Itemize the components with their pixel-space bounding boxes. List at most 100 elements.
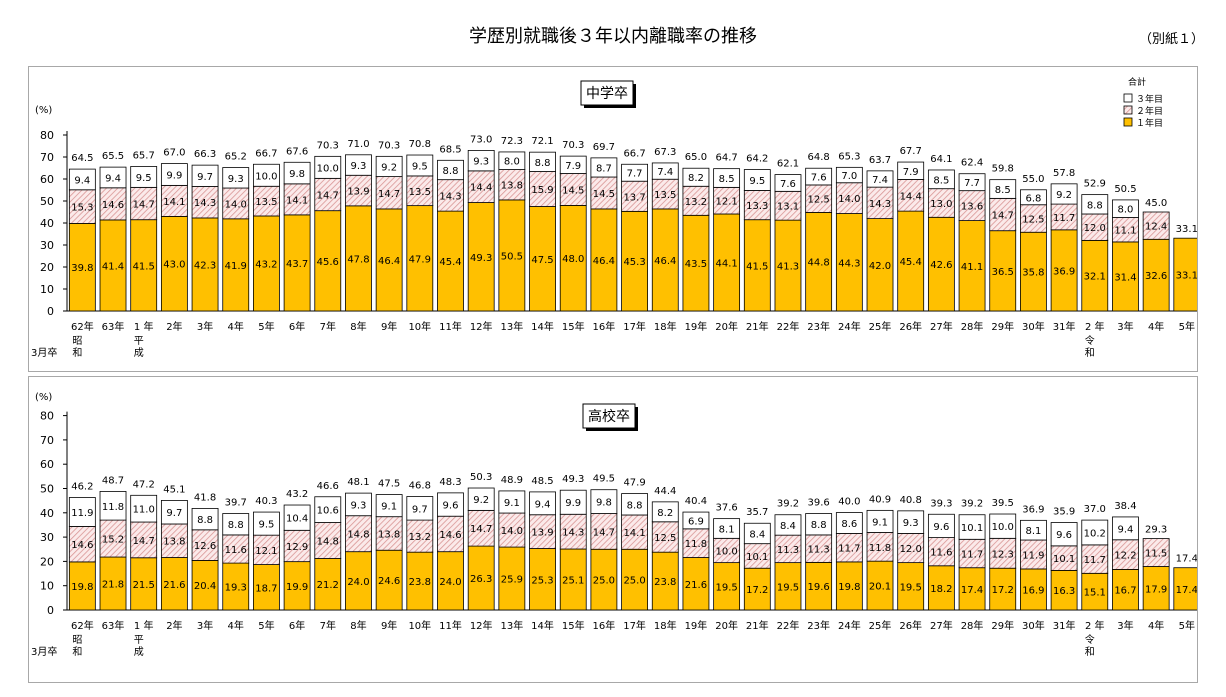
x-tick-label: 31年 (1053, 619, 1076, 632)
data-label-year2: 13.3 (746, 201, 768, 212)
data-label-year2: 14.6 (71, 540, 93, 551)
bar-segment-year3 (835, 512, 863, 534)
bar-segment-year3 (989, 513, 1017, 539)
data-label-year1: 45.4 (900, 257, 922, 268)
bar-segment-year2 (989, 537, 1017, 569)
x-tick-label: 6年 (289, 320, 305, 333)
bar-segment-year3 (68, 168, 96, 191)
x-tick-label: 62年 (71, 320, 94, 333)
bar-segment-year1 (651, 551, 679, 611)
y-tick-label: 60 (40, 458, 54, 471)
data-label-total: 47.5 (378, 479, 400, 490)
data-label-year1: 24.0 (439, 577, 461, 588)
data-label-year3: 9.3 (473, 157, 489, 168)
data-label-total: 35.9 (1053, 507, 1075, 518)
data-label-total: 65.3 (838, 151, 860, 162)
data-label-year3: 8.8 (811, 520, 827, 531)
data-label-year1: 41.9 (225, 261, 247, 272)
x-tick-label: 19年 (685, 619, 708, 632)
y-tick-label: 70 (40, 434, 54, 447)
x-tick-label: 9年 (381, 320, 397, 333)
data-label-year3: 9.9 (565, 498, 581, 509)
x-tick-label: 63年 (102, 320, 125, 333)
data-label-year3: 9.8 (289, 169, 305, 180)
x-tick-label: 24年 (838, 320, 861, 333)
data-label-year2: 12.0 (1084, 223, 1106, 234)
data-label-total: 67.7 (900, 146, 922, 157)
era-label-char: 平 (134, 635, 144, 646)
legend-title: 合計 (1128, 76, 1146, 88)
data-label-year2: 11.7 (838, 544, 860, 555)
bar-segment-year2 (222, 187, 250, 220)
bar-segment-year2 (498, 512, 526, 548)
data-label-year2: 11.6 (225, 545, 247, 556)
data-label-year2: 12.5 (654, 533, 676, 544)
era-label-char: 和 (72, 646, 82, 658)
data-label-year3: 9.4 (535, 499, 551, 510)
bar-segment-year2 (805, 534, 833, 563)
x-tick-label: 63年 (102, 619, 125, 632)
bar-segment-year3 (590, 157, 618, 178)
bar-segment-year1 (927, 216, 955, 312)
data-label-year2: 13.2 (685, 197, 707, 208)
data-label-year2: 12.6 (194, 541, 216, 552)
data-label-year1: 21.5 (133, 580, 155, 591)
bar-segment-year3 (559, 155, 587, 174)
data-label-year2: 12.5 (808, 195, 830, 206)
data-label-year1: 50.5 (501, 251, 523, 262)
bar-segment-year2 (1050, 203, 1078, 231)
data-label-year1: 48.0 (562, 254, 584, 265)
bar-segment-year3 (529, 491, 556, 516)
data-label-total: 37.6 (715, 503, 737, 514)
bar-segment-year3 (1112, 199, 1139, 218)
bar-segment-year3 (160, 163, 188, 186)
bar-segment-year1 (927, 565, 955, 611)
bar-segment-year2 (866, 186, 894, 219)
data-label-year1: 41.1 (961, 262, 983, 273)
bar-segment-year3 (989, 179, 1017, 199)
x-tick-label: 10年 (408, 320, 431, 333)
data-label-year1: 31.4 (1114, 272, 1136, 283)
data-label-year2: 11.7 (961, 550, 983, 561)
data-label-year1: 23.8 (654, 577, 676, 588)
bar-segment-year3 (283, 504, 311, 531)
data-label-year2: 14.7 (992, 211, 1014, 222)
data-label-total: 67.0 (163, 148, 185, 159)
bar-segment-year2 (927, 188, 955, 218)
chart-title: 中学卒 (586, 86, 628, 102)
bar-segment-year3 (1081, 194, 1109, 215)
bar-segment-year3 (191, 164, 219, 187)
bar-segment-year1 (68, 223, 96, 312)
y-tick-label: 30 (40, 239, 54, 252)
era-label-char: 令 (1085, 334, 1095, 347)
bar-segment-year2 (743, 190, 771, 221)
data-label-year2: 14.3 (869, 199, 891, 210)
bar-segment-year1 (958, 220, 986, 312)
x-tick-label: 30年 (1022, 320, 1045, 333)
data-label-total: 66.7 (623, 148, 645, 159)
x-tick-label: 29年 (991, 619, 1014, 632)
bar-segment-year1 (1020, 568, 1047, 611)
chart-title-box (582, 403, 636, 429)
bar-segment-year2 (130, 521, 158, 559)
data-label-total: 39.2 (777, 499, 799, 510)
data-label-year3: 8.1 (1025, 526, 1041, 537)
data-label-year3: 7.4 (657, 167, 673, 178)
y-tick-label: 50 (40, 483, 54, 496)
data-label-total: 48.5 (531, 476, 553, 487)
data-label-total: 50.5 (1114, 184, 1136, 195)
data-label-year3: 8.4 (749, 529, 765, 540)
chart-title-box (580, 80, 634, 106)
bar-segment-year2 (345, 515, 372, 553)
bar-segment-year2 (651, 521, 679, 553)
y-tick-label: 40 (40, 217, 54, 230)
data-label-total: 39.7 (225, 498, 247, 509)
bar-segment-year1 (835, 213, 863, 312)
bar-segment-year3 (253, 511, 280, 536)
bar-segment-year1 (897, 210, 925, 312)
bar-segment-year1 (498, 199, 526, 312)
bar-segment-year2 (866, 532, 894, 562)
bar-segment-year3 (805, 513, 833, 536)
bar-segment-year3 (651, 162, 679, 180)
bar-segment-year3 (1020, 519, 1047, 541)
